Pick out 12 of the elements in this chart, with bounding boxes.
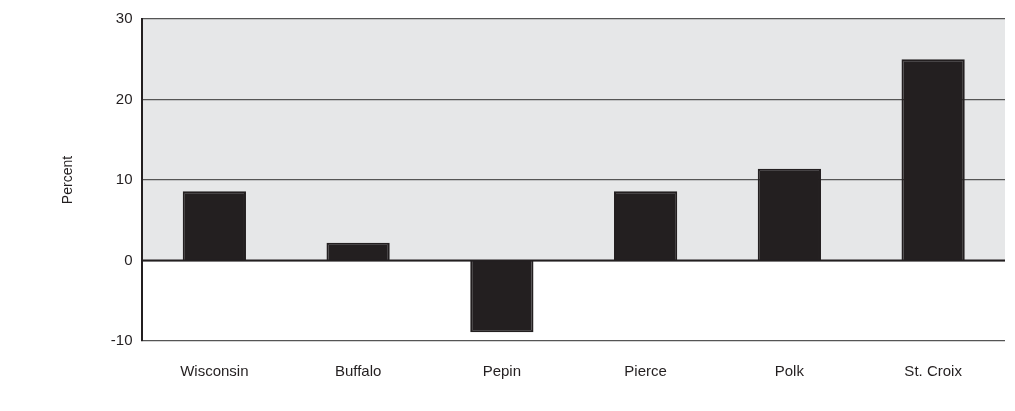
y-tick-label: -10 <box>110 331 133 349</box>
x-tick-label: St. Croix <box>904 362 963 380</box>
y-tick-label: 0 <box>124 250 133 268</box>
x-tick-label: Pepin <box>482 362 522 380</box>
x-tick-label: Buffalo <box>334 362 382 380</box>
x-tick-label: Wisconsin <box>180 362 249 380</box>
y-tick-label: 30 <box>115 9 133 27</box>
y-tick-label: 20 <box>115 89 133 107</box>
y-axis-title: Percent <box>59 155 76 205</box>
x-tick-label: Polk <box>774 362 805 380</box>
y-tick-label: 10 <box>115 170 133 188</box>
x-tick-label: Pierce <box>624 362 667 380</box>
